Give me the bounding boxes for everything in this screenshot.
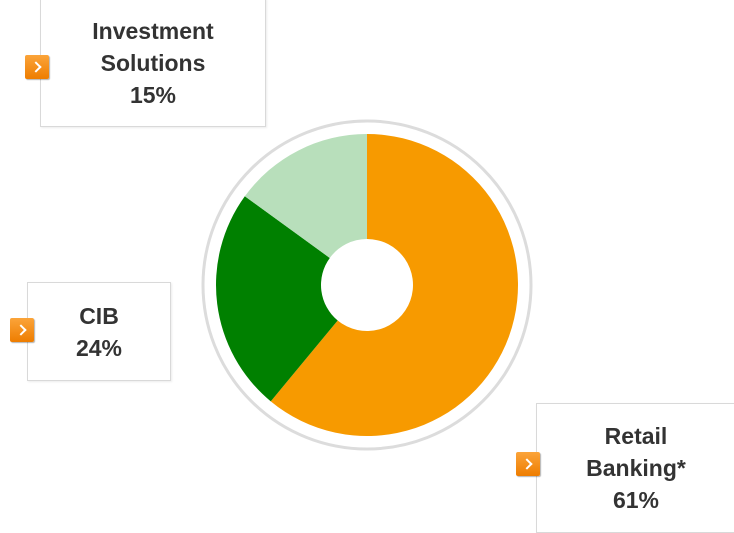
arrow-button[interactable] (10, 318, 34, 342)
label-box: CIB 24% (27, 282, 171, 381)
arrow-button[interactable] (516, 452, 540, 476)
category-label: CIB (79, 302, 119, 329)
arrow-button[interactable] (25, 55, 49, 79)
donut-slice (270, 134, 518, 436)
donut-slice (216, 196, 338, 402)
donut-slice (244, 134, 367, 258)
category-label: Investment Solutions (92, 17, 214, 76)
value-label: 61% (612, 487, 660, 513)
label-box: Investment Solutions 15% (40, 0, 266, 127)
label-box: Retail Banking* 61% (536, 403, 734, 533)
value-label: 24% (75, 334, 123, 361)
category-label: Retail Banking* (586, 423, 686, 481)
value-label: 15% (129, 81, 177, 108)
